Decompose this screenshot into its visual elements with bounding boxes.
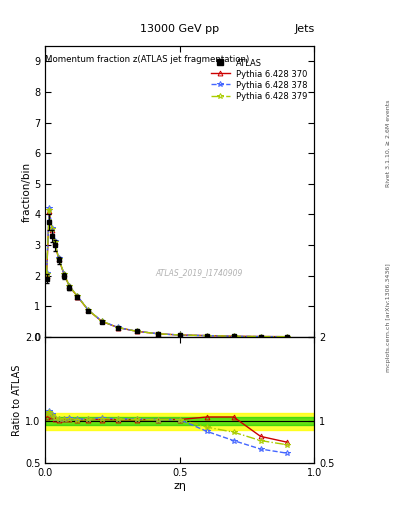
Legend: ATLAS, Pythia 6.428 370, Pythia 6.428 378, Pythia 6.428 379: ATLAS, Pythia 6.428 370, Pythia 6.428 37… [209,56,310,103]
X-axis label: zη: zη [173,481,186,491]
Text: Momentum fraction z(ATLAS jet fragmentation): Momentum fraction z(ATLAS jet fragmentat… [45,55,250,64]
Text: 13000 GeV pp: 13000 GeV pp [140,25,219,34]
Text: ATLAS_2019_I1740909: ATLAS_2019_I1740909 [155,268,242,278]
Text: Rivet 3.1.10, ≥ 2.6M events: Rivet 3.1.10, ≥ 2.6M events [386,100,391,187]
Y-axis label: Ratio to ATLAS: Ratio to ATLAS [12,365,22,436]
Y-axis label: fraction/bin: fraction/bin [21,161,31,222]
Text: Jets: Jets [294,25,314,34]
Text: mcplots.cern.ch [arXiv:1306.3436]: mcplots.cern.ch [arXiv:1306.3436] [386,263,391,372]
